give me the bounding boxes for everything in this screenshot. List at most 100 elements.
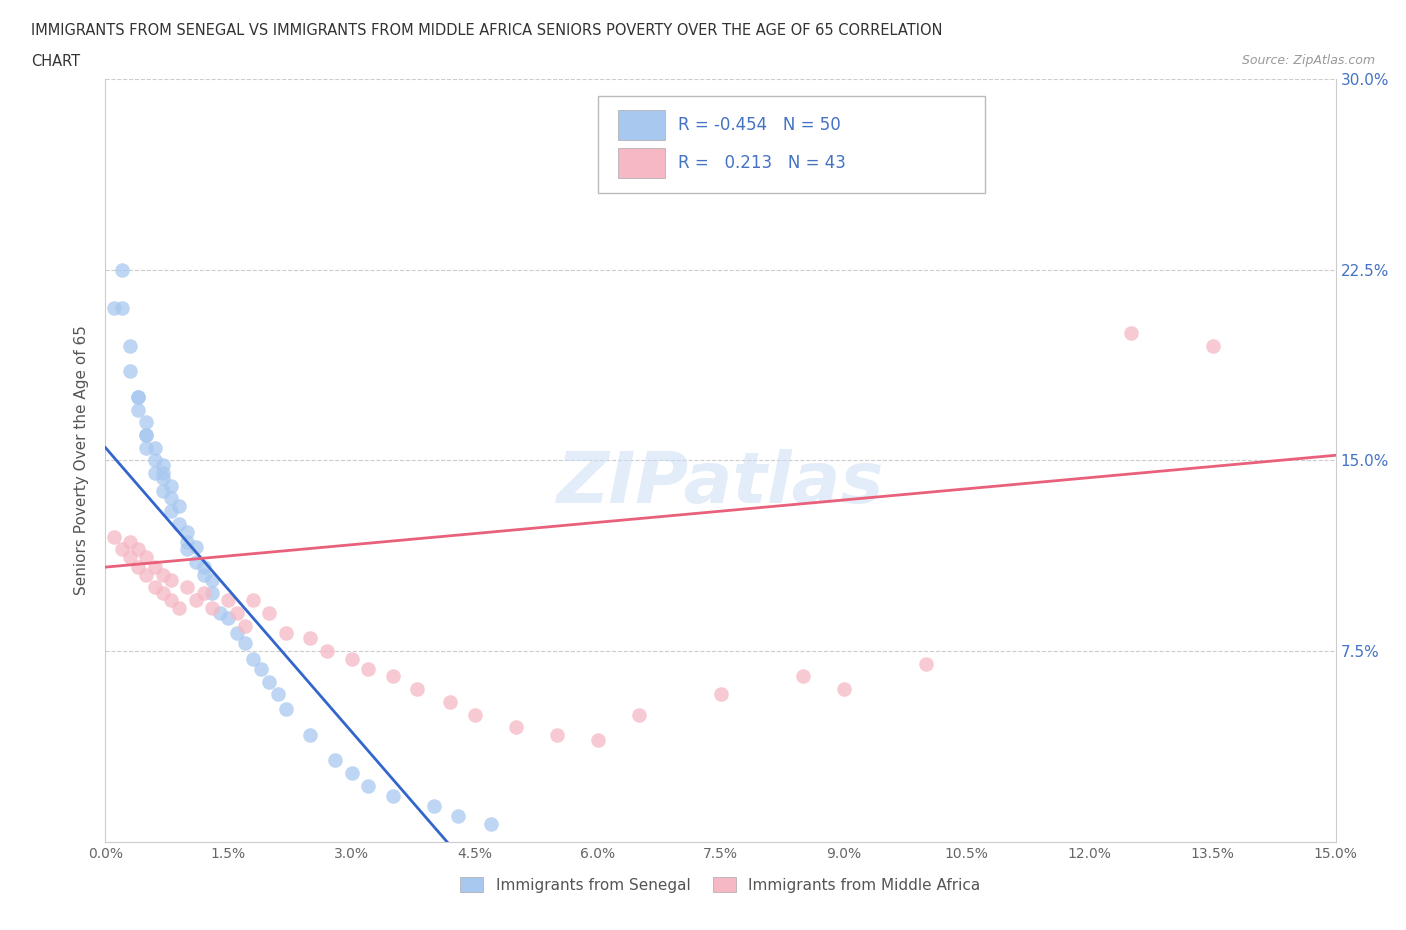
Point (357, 778, 380, 793)
Point (135, 428, 157, 443)
Text: R = -0.454   N = 50: R = -0.454 N = 50 (678, 116, 841, 134)
Point (201, 585, 224, 600)
Point (176, 580, 198, 595)
Point (152, 567, 174, 582)
Point (274, 702, 297, 717)
Point (1202, 339, 1225, 353)
Point (169, 498, 191, 513)
Point (340, 651, 363, 666)
Point (143, 453, 166, 468)
Point (176, 534, 198, 549)
Point (111, 542, 134, 557)
Y-axis label: Seniors Poverty Over the Age of 65: Seniors Poverty Over the Age of 65 (75, 326, 90, 595)
Legend: Immigrants from Senegal, Immigrants from Middle Africa: Immigrants from Senegal, Immigrants from… (454, 870, 987, 898)
Text: IMMIGRANTS FROM SENEGAL VS IMMIGRANTS FROM MIDDLE AFRICA SENIORS POVERTY OVER TH: IMMIGRANTS FROM SENEGAL VS IMMIGRANTS FR… (31, 23, 942, 38)
Point (184, 539, 207, 554)
Point (111, 300, 134, 315)
Point (103, 300, 125, 315)
Point (143, 466, 166, 481)
Point (406, 682, 429, 697)
Text: ZIPatlas: ZIPatlas (557, 449, 884, 518)
Point (267, 686, 290, 701)
Point (627, 707, 650, 722)
Point (193, 585, 215, 600)
Point (447, 809, 470, 824)
Point (135, 428, 157, 443)
Point (135, 550, 157, 565)
Point (233, 636, 256, 651)
Point (586, 733, 609, 748)
Point (152, 458, 174, 472)
Point (299, 727, 322, 742)
Point (381, 789, 404, 804)
Point (479, 817, 502, 831)
Point (323, 753, 346, 768)
FancyBboxPatch shape (598, 96, 986, 193)
Point (135, 567, 157, 582)
Point (111, 262, 134, 277)
Point (103, 529, 125, 544)
Point (143, 580, 166, 595)
Point (184, 554, 207, 569)
Point (152, 585, 174, 600)
Point (143, 440, 166, 455)
Point (225, 605, 247, 620)
FancyBboxPatch shape (619, 148, 665, 179)
Point (160, 491, 183, 506)
Point (127, 560, 149, 575)
Point (127, 402, 149, 417)
Point (201, 572, 224, 587)
Point (710, 686, 733, 701)
Point (193, 567, 215, 582)
Point (381, 669, 404, 684)
Point (250, 661, 273, 676)
Point (143, 560, 166, 575)
Point (259, 674, 281, 689)
Point (259, 605, 281, 620)
Point (546, 727, 568, 742)
Point (340, 765, 363, 780)
Point (914, 657, 936, 671)
Point (464, 707, 486, 722)
Point (160, 478, 183, 493)
Text: Source: ZipAtlas.com: Source: ZipAtlas.com (1241, 54, 1375, 67)
Point (135, 415, 157, 430)
Point (160, 572, 183, 587)
Point (120, 339, 141, 353)
Point (169, 516, 191, 531)
Point (218, 610, 240, 625)
Point (439, 695, 461, 710)
Point (792, 669, 814, 684)
Point (316, 644, 339, 658)
Point (242, 592, 264, 607)
Point (176, 542, 198, 557)
FancyBboxPatch shape (619, 110, 665, 140)
Point (127, 390, 149, 405)
Point (120, 364, 141, 379)
Point (127, 390, 149, 405)
Point (274, 626, 297, 641)
Point (242, 651, 264, 666)
Point (152, 471, 174, 485)
Point (120, 550, 141, 565)
Point (357, 661, 380, 676)
Point (127, 542, 149, 557)
Point (169, 601, 191, 616)
Point (225, 626, 247, 641)
Point (832, 682, 855, 697)
Point (233, 618, 256, 633)
Point (201, 601, 224, 616)
Point (299, 631, 322, 645)
Text: R =   0.213   N = 43: R = 0.213 N = 43 (678, 154, 845, 172)
Point (135, 440, 157, 455)
Point (120, 534, 141, 549)
Point (160, 504, 183, 519)
Point (176, 525, 198, 539)
Point (152, 466, 174, 481)
Point (209, 605, 232, 620)
Point (193, 560, 215, 575)
Point (160, 592, 183, 607)
Point (1119, 326, 1142, 340)
Point (505, 720, 527, 735)
Text: CHART: CHART (31, 54, 80, 69)
